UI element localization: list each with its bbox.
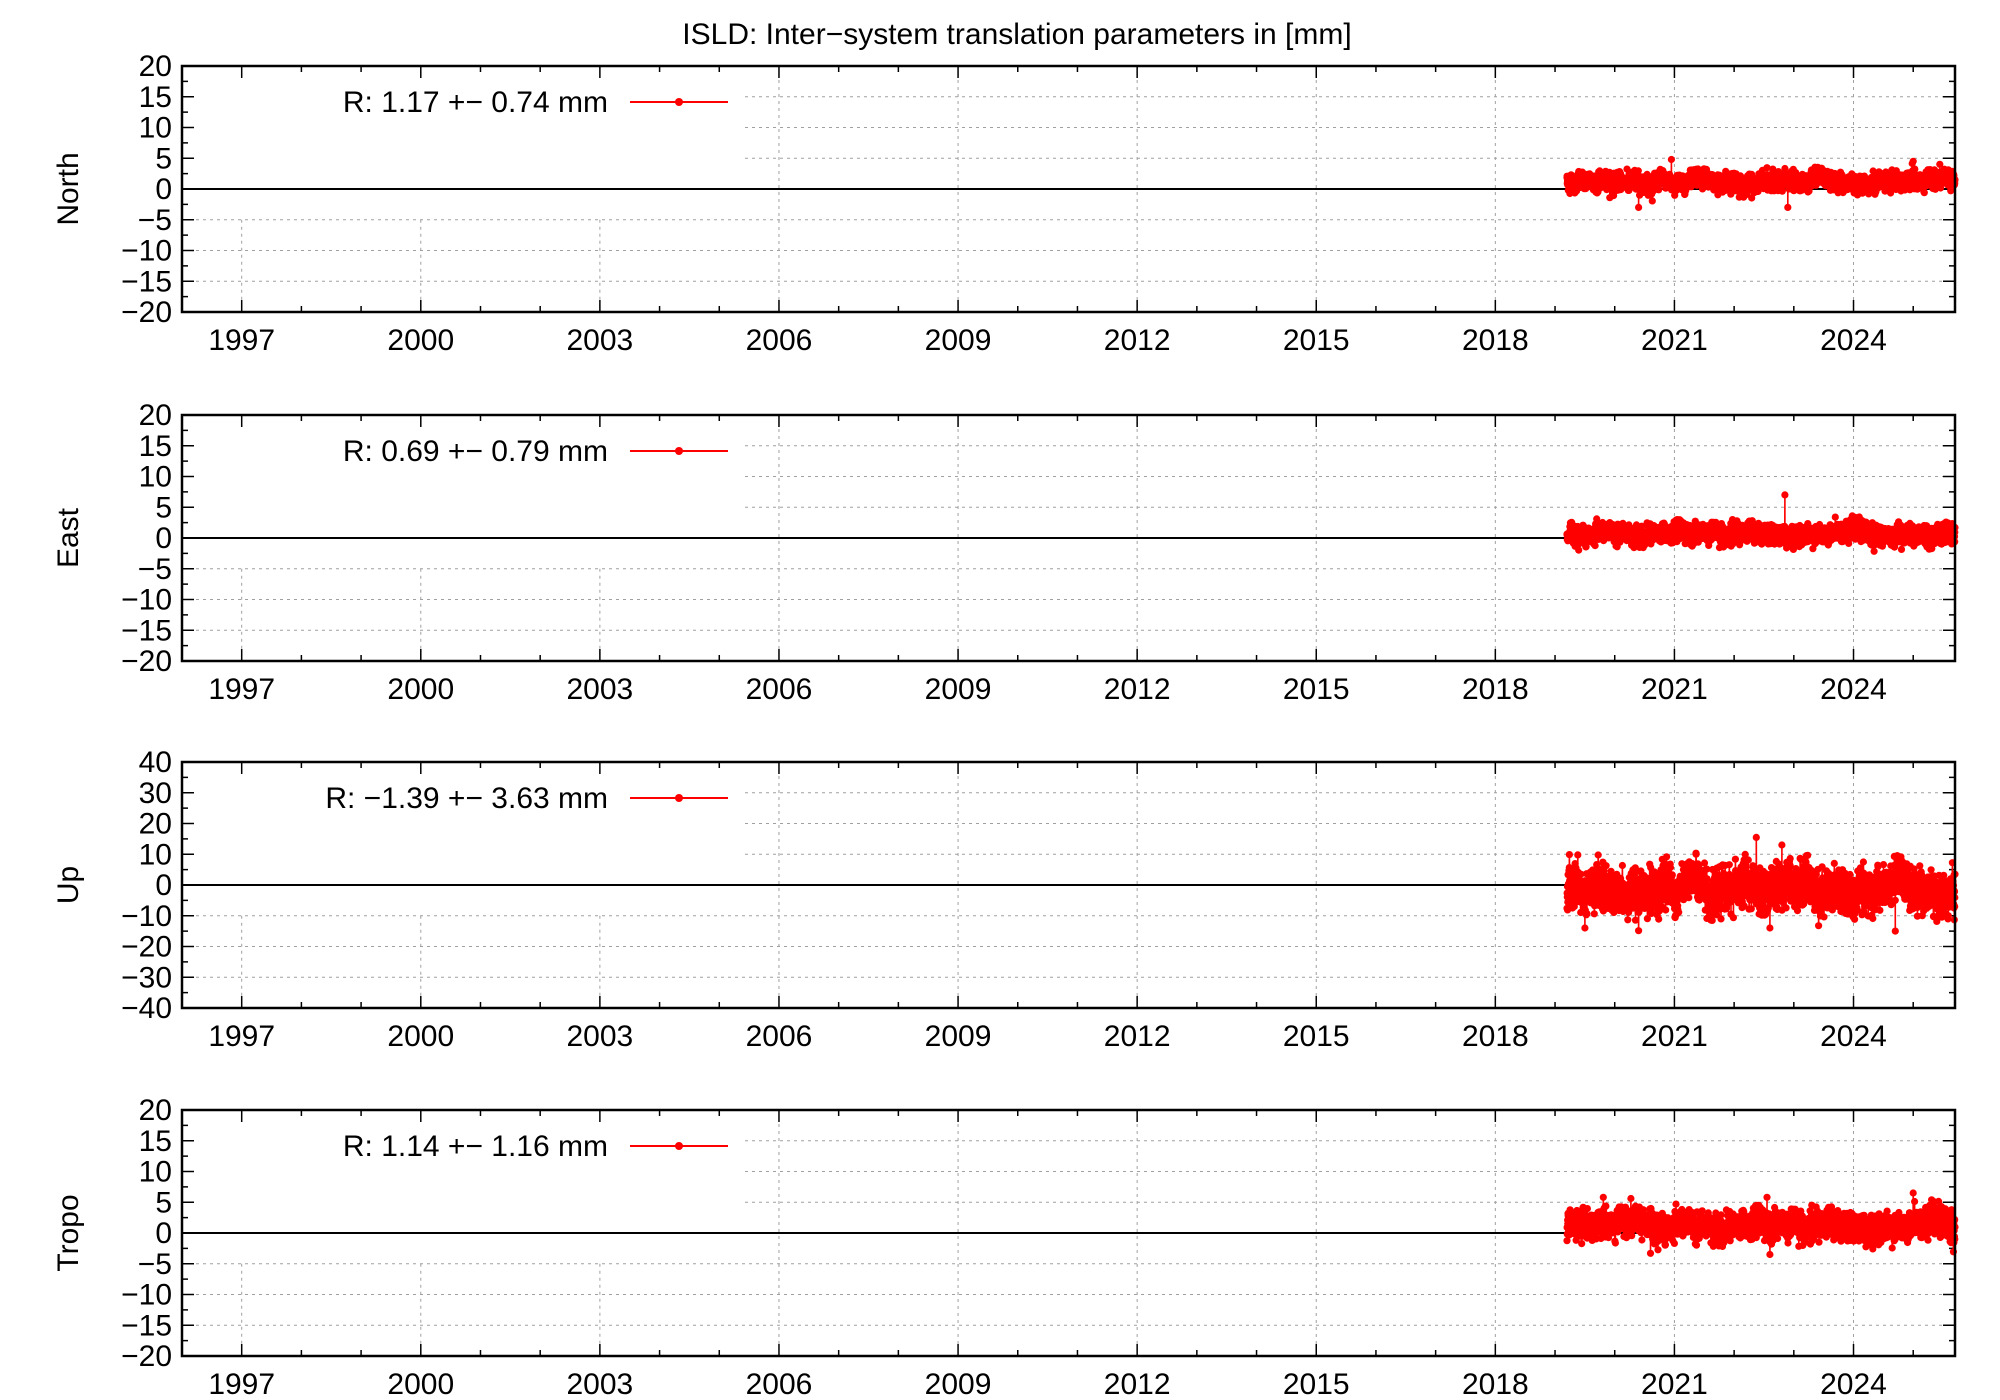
data-point [1575, 546, 1583, 554]
y-tick-label: −15 [121, 614, 172, 647]
y-tick-label: −15 [121, 265, 172, 298]
x-tick-label: 2024 [1820, 324, 1887, 357]
x-tick-label: 1997 [208, 673, 275, 706]
y-tick-label: 15 [139, 430, 172, 463]
x-tick-label: 2021 [1641, 324, 1708, 357]
y-tick-label: 5 [155, 142, 172, 175]
data-point [1667, 155, 1675, 164]
y-tick-label: 20 [139, 399, 172, 432]
x-tick-label: 2009 [925, 673, 992, 706]
y-tick-label: −20 [121, 645, 172, 678]
y-tick-label: −10 [121, 235, 172, 268]
data-point [1781, 491, 1789, 499]
data-point [1909, 157, 1917, 165]
x-tick-label: 2012 [1104, 324, 1171, 357]
x-tick-label: 2000 [387, 673, 454, 706]
series-points [1563, 155, 1959, 211]
y-tick-label: −10 [121, 584, 172, 617]
y-tick-label: 5 [155, 491, 172, 524]
data-point [1648, 197, 1656, 205]
data-point [1897, 545, 1906, 554]
y-tick-label: −5 [138, 553, 172, 586]
y-tick-label: 20 [139, 50, 172, 83]
x-tick-label: 1997 [208, 324, 275, 357]
data-point [1591, 542, 1599, 550]
x-tick-label: 2021 [1641, 673, 1708, 706]
x-tick-label: 2012 [1104, 673, 1171, 706]
x-tick-label: 2003 [567, 324, 634, 357]
x-tick-label: 2018 [1462, 673, 1529, 706]
x-tick-label: 2009 [925, 324, 992, 357]
y-tick-label: −20 [121, 296, 172, 329]
x-tick-label: 2024 [1820, 673, 1887, 706]
data-point [1784, 203, 1792, 211]
x-tick-label: 2000 [387, 324, 454, 357]
x-tick-label: 2018 [1462, 324, 1529, 357]
x-tick-label: 2003 [567, 673, 634, 706]
data-point [1870, 547, 1878, 555]
data-point [1655, 186, 1663, 194]
y-axis-label: North [52, 152, 85, 225]
y-tick-label: 0 [155, 522, 172, 555]
y-tick-label: 15 [139, 81, 172, 114]
x-tick-label: 2015 [1283, 673, 1350, 706]
y-axis-label: East [52, 507, 85, 568]
series-points [1563, 491, 1959, 555]
legend-label: R: 1.17 +− 0.74 mm [343, 86, 608, 119]
data-point [1635, 203, 1643, 211]
y-tick-label: 10 [139, 112, 172, 145]
x-tick-label: 2006 [746, 673, 813, 706]
y-tick-label: 10 [139, 461, 172, 494]
y-tick-label: 0 [155, 173, 172, 206]
data-point [1920, 189, 1928, 197]
y-tick-label: −5 [138, 204, 172, 237]
data-point [1831, 513, 1839, 521]
x-tick-label: 2006 [746, 324, 813, 357]
x-tick-label: 2015 [1283, 324, 1350, 357]
chart-title: ISLD: Inter−system translation parameter… [682, 18, 1351, 51]
legend-marker [675, 98, 683, 106]
